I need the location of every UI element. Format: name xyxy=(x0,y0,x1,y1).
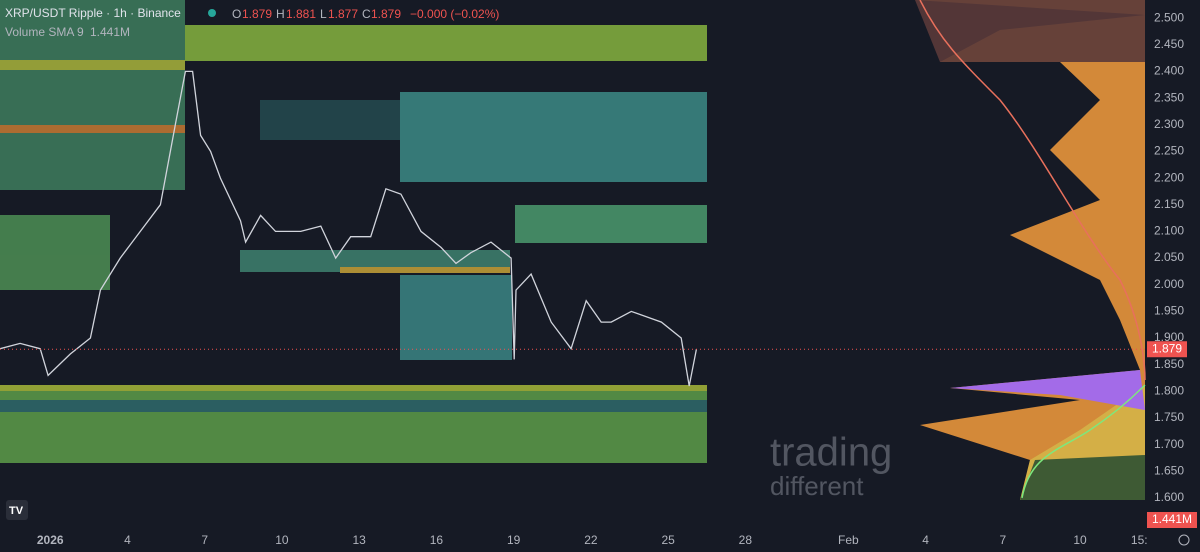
y-tick-label: 1.900 xyxy=(1154,330,1184,344)
y-tick-label: 2.300 xyxy=(1154,117,1184,131)
heat-band xyxy=(400,275,512,360)
ohlc-value: 1.877 xyxy=(328,7,358,21)
heat-band xyxy=(185,25,707,61)
volume-profile xyxy=(915,0,1146,500)
x-tick-label: Feb xyxy=(838,533,859,547)
ohlc-key: C xyxy=(362,7,371,21)
y-tick-label: 1.800 xyxy=(1154,384,1184,398)
y-tick-label: 1.950 xyxy=(1154,304,1184,318)
y-tick-label: 1.750 xyxy=(1154,410,1184,424)
price-line xyxy=(0,70,698,387)
y-tick-label: 2.200 xyxy=(1154,170,1184,184)
y-tick-label: 1.850 xyxy=(1154,357,1184,371)
x-tick-label: 13 xyxy=(352,533,366,547)
last-price-text: 1.879 xyxy=(1152,341,1182,355)
y-tick-label: 1.600 xyxy=(1154,490,1184,504)
y-tick-label: 1.650 xyxy=(1154,464,1184,478)
y-tick-label: 2.150 xyxy=(1154,197,1184,211)
x-tick-label: 4 xyxy=(124,533,131,547)
volume-badge-text: 1.441M xyxy=(1152,512,1192,526)
heat-band xyxy=(400,92,707,182)
heat-band xyxy=(515,205,707,243)
settings-icon[interactable] xyxy=(1178,534,1190,546)
y-tick-label: 2.000 xyxy=(1154,277,1184,291)
heat-band xyxy=(0,385,707,391)
heatmap xyxy=(0,0,707,463)
heat-band xyxy=(0,215,110,290)
volume-label: Volume SMA 9 xyxy=(5,25,84,39)
heat-band xyxy=(0,60,185,70)
watermark: trading xyxy=(770,431,892,475)
x-tick-label: 10 xyxy=(1073,533,1087,547)
price-axis xyxy=(1147,0,1200,552)
x-tick-label: 25 xyxy=(661,533,675,547)
ohlc-key: L xyxy=(320,7,327,21)
y-tick-label: 2.350 xyxy=(1154,90,1184,104)
x-tick-label: 16 xyxy=(430,533,444,547)
y-tick-label: 2.100 xyxy=(1154,224,1184,238)
x-tick-label: 4 xyxy=(922,533,929,547)
heat-band xyxy=(260,100,400,140)
ohlc-value: 1.881 xyxy=(286,7,316,21)
heat-band xyxy=(240,250,510,272)
y-tick-label: 2.450 xyxy=(1154,37,1184,51)
change: −0.000 (−0.02%) xyxy=(410,7,499,21)
y-tick-label: 2.400 xyxy=(1154,64,1184,78)
logo: TV xyxy=(6,500,28,520)
ohlc-value: 1.879 xyxy=(242,7,272,21)
x-tick-label: 10 xyxy=(275,533,289,547)
y-tick-label: 2.250 xyxy=(1154,144,1184,158)
heat-band xyxy=(0,385,707,463)
svg-text:TV: TV xyxy=(9,505,24,517)
profile-curve xyxy=(1021,384,1146,499)
volume-badge xyxy=(1147,512,1197,528)
symbol: XRP/USDT Ripple · 1h · Binance xyxy=(5,6,181,20)
x-tick-label: 2026 xyxy=(37,533,64,547)
profile-curve xyxy=(919,0,1146,381)
profile-area xyxy=(950,370,1145,410)
y-tick-label: 2.500 xyxy=(1154,10,1184,24)
x-tick-label: 28 xyxy=(739,533,753,547)
last-price-badge xyxy=(1147,341,1187,358)
ohlc-key: H xyxy=(276,7,285,21)
watermark: different xyxy=(770,471,864,501)
y-tick-label: 2.050 xyxy=(1154,250,1184,264)
heat-band xyxy=(340,267,510,273)
profile-area xyxy=(1020,455,1145,500)
ohlc-key: O xyxy=(232,7,241,21)
status-dot xyxy=(208,9,216,17)
x-tick-label: 22 xyxy=(584,533,598,547)
heat-band xyxy=(0,400,707,412)
volume-value: 1.441M xyxy=(90,25,130,39)
ohlc-value: 1.879 xyxy=(371,7,401,21)
y-tick-label: 1.700 xyxy=(1154,437,1184,451)
x-tick-label: 7 xyxy=(999,533,1006,547)
profile-area xyxy=(915,0,1145,62)
x-tick-label: 19 xyxy=(507,533,521,547)
x-tick-label: 15: xyxy=(1131,533,1148,547)
x-tick-label: 7 xyxy=(201,533,208,547)
heat-band xyxy=(0,125,185,133)
heat-band xyxy=(0,0,185,190)
